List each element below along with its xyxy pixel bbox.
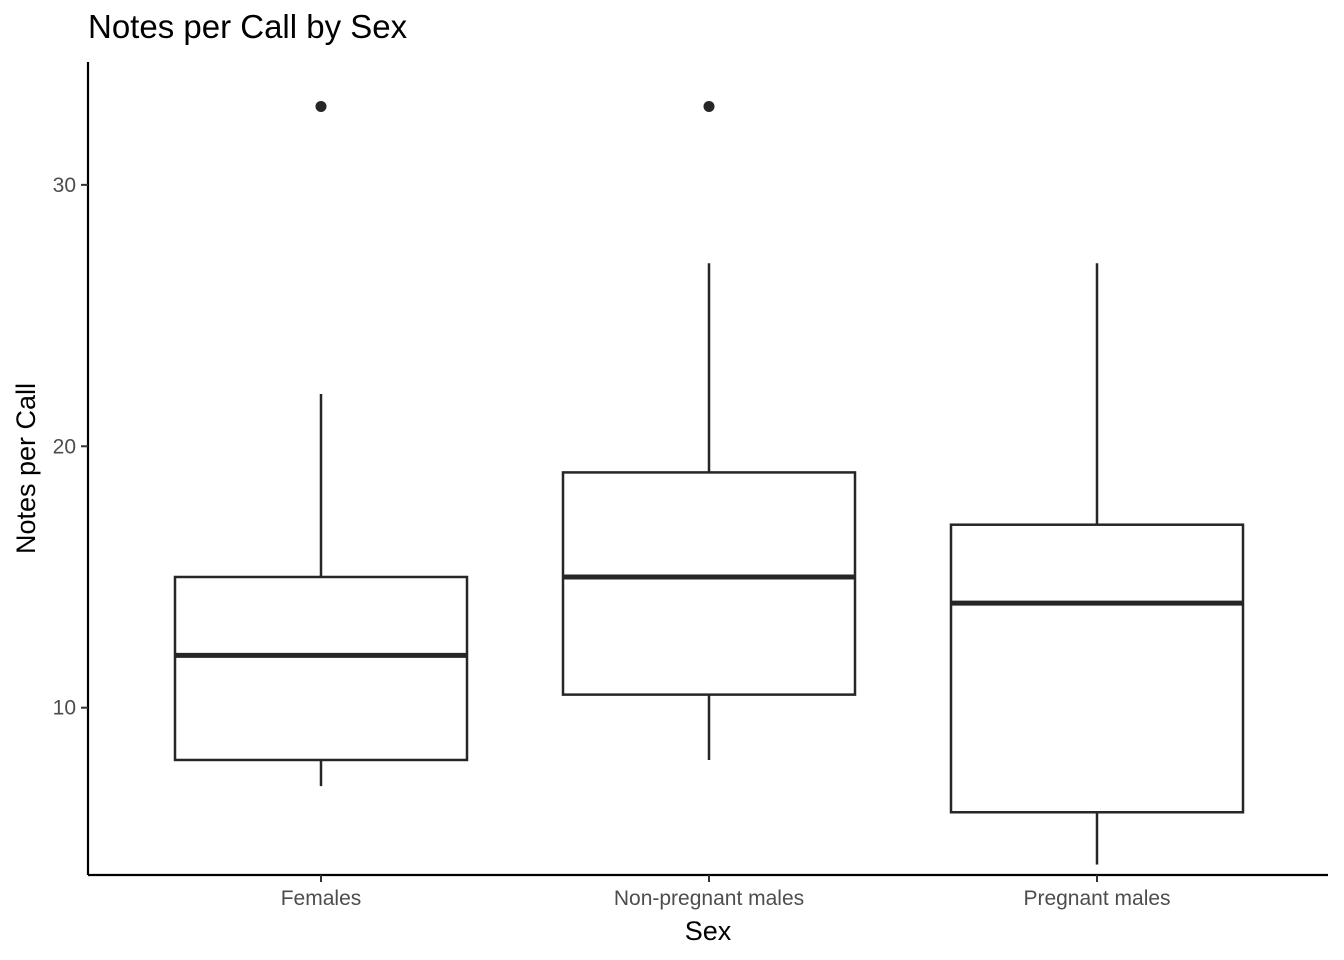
iqr-box — [949, 523, 1245, 814]
box-group — [173, 100, 469, 787]
y-tick-label: 30 — [53, 174, 76, 197]
chart-title: Notes per Call by Sex — [88, 8, 408, 45]
outlier-point — [703, 100, 715, 112]
boxes-layer — [173, 100, 1245, 865]
x-tick-label: Females — [281, 887, 362, 910]
box-group — [949, 263, 1245, 865]
iqr-box — [561, 471, 857, 696]
x-axis: Females Non-pregnant males Pregnant males — [88, 873, 1328, 910]
x-axis-title: Sex — [685, 916, 732, 946]
y-tick-label: 10 — [53, 697, 76, 720]
x-tick-label: Pregnant males — [1023, 887, 1170, 910]
outlier-point — [315, 100, 327, 112]
y-tick-label: 20 — [53, 435, 76, 458]
x-tick-label: Non-pregnant males — [614, 887, 804, 910]
box-group — [561, 100, 857, 760]
y-axis: 10 20 30 — [53, 62, 90, 875]
y-axis-title: Notes per Call — [11, 383, 41, 554]
iqr-box — [173, 575, 469, 762]
